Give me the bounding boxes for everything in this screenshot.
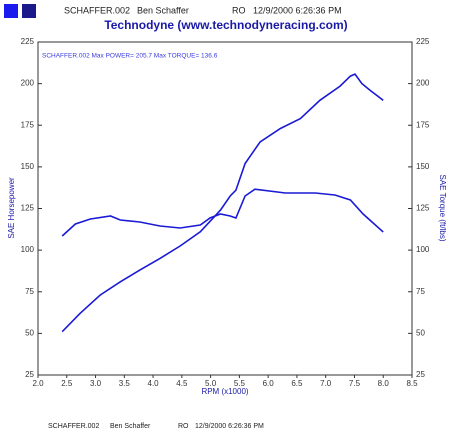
y2-tick-label: 100: [416, 245, 430, 254]
y-axis-label: SAE Horsepower: [7, 177, 16, 239]
y-tick-label: 150: [21, 162, 35, 171]
icon: [22, 4, 36, 18]
y2-tick-label: 150: [416, 162, 430, 171]
x-tick-label: 4.0: [148, 379, 160, 388]
footer-date: 12/9/2000 6:26:36 PM: [195, 423, 264, 430]
y-tick-label: 50: [25, 328, 34, 337]
icon: [4, 4, 18, 18]
y2-tick-label: 175: [416, 120, 430, 129]
x-tick-label: 6.5: [291, 379, 303, 388]
header-name: Ben Schaffer: [137, 5, 189, 15]
y2-axis-label: SAE Torque (ft/lbs): [438, 175, 447, 242]
x-tick-label: 6.0: [263, 379, 275, 388]
data-line: [61, 188, 384, 237]
y2-tick-label: 25: [416, 370, 425, 379]
y-tick-label: 175: [21, 120, 35, 129]
annotation: SCHAFFER.002 Max POWER= 205.7 Max TORQUE…: [42, 53, 218, 60]
footer-file: SCHAFFER.002: [48, 423, 99, 430]
x-tick-label: 8.0: [378, 379, 390, 388]
chart-title: Technodyne (www.technodyneracing.com): [104, 18, 347, 32]
y-tick-label: 75: [25, 287, 34, 296]
data-line: [61, 73, 384, 333]
header-file: SCHAFFER.002: [64, 5, 130, 15]
x-tick-label: 7.0: [320, 379, 332, 388]
x-tick-label: 3.5: [119, 379, 131, 388]
y-tick-label: 200: [21, 79, 35, 88]
y-tick-label: 225: [21, 37, 35, 46]
x-tick-label: 2.5: [61, 379, 73, 388]
x-tick-label: 4.5: [176, 379, 188, 388]
x-tick-label: 7.5: [349, 379, 361, 388]
footer-code: RO: [178, 423, 189, 430]
y2-tick-label: 225: [416, 37, 430, 46]
y2-tick-label: 50: [416, 328, 425, 337]
x-tick-label: 5.0: [205, 379, 217, 388]
y2-tick-label: 75: [416, 287, 425, 296]
y2-tick-label: 125: [416, 204, 430, 213]
x-tick-label: 3.0: [90, 379, 102, 388]
y-tick-label: 25: [25, 370, 34, 379]
footer-name: Ben Schaffer: [110, 423, 151, 430]
header-code: RO: [232, 5, 246, 15]
plot-frame: [37, 41, 413, 376]
y-tick-label: 100: [21, 245, 35, 254]
x-tick-label: 5.5: [234, 379, 246, 388]
y-tick-label: 125: [21, 204, 35, 213]
y2-tick-label: 200: [416, 79, 430, 88]
x-tick-label: 2.0: [32, 379, 44, 388]
x-tick-label: 8.5: [406, 379, 418, 388]
header-date: 12/9/2000 6:26:36 PM: [253, 5, 342, 15]
x-axis-label: RPM (x1000): [201, 387, 248, 396]
